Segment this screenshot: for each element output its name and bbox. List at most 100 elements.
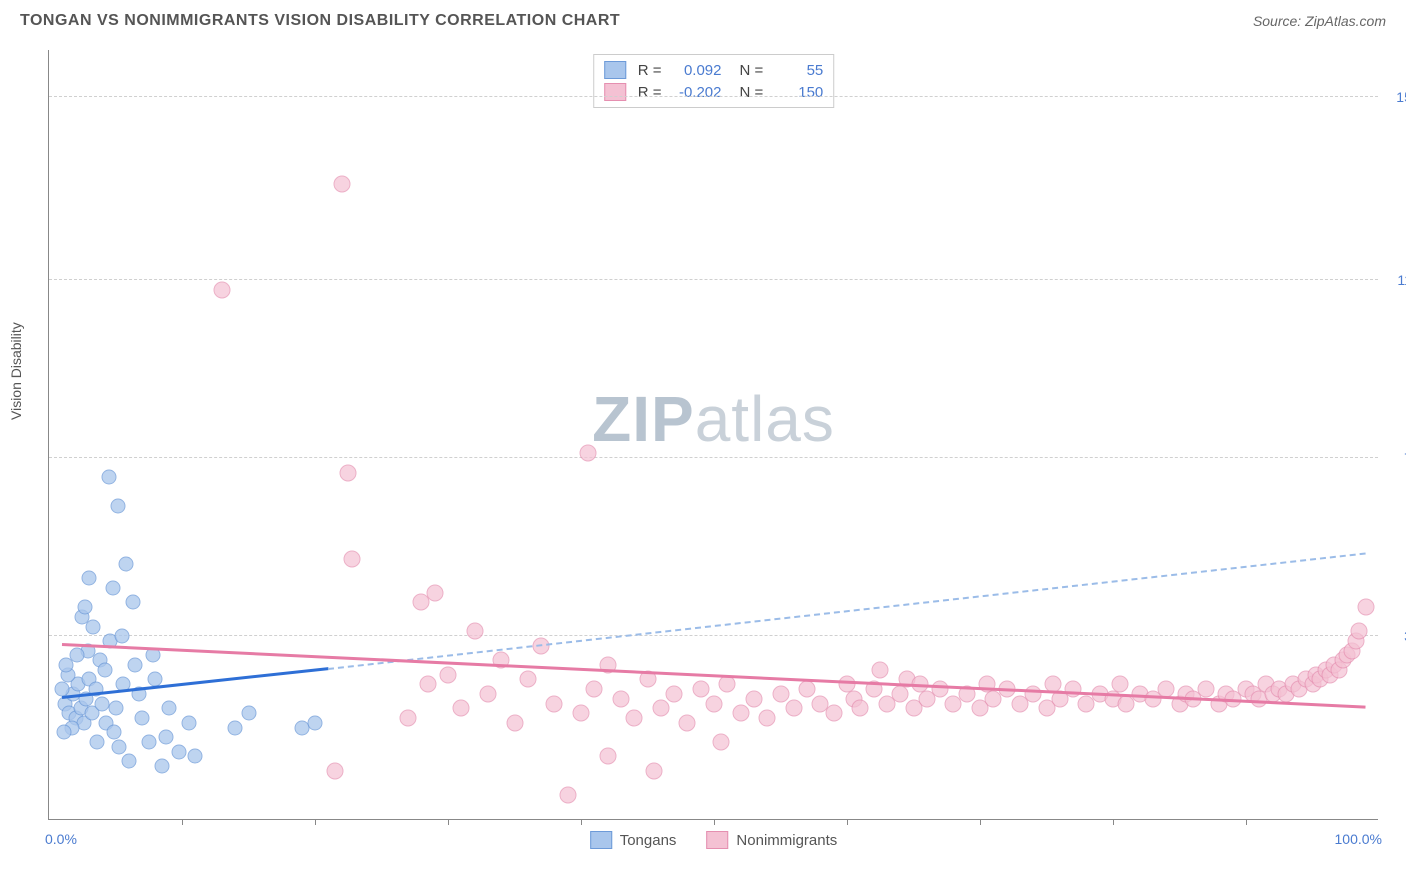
chart-header: TONGAN VS NONIMMIGRANTS VISION DISABILIT…: [0, 0, 1406, 38]
x-tick: [182, 819, 183, 825]
watermark: ZIPatlas: [592, 382, 835, 456]
data-point: [579, 445, 596, 462]
data-point: [440, 666, 457, 683]
data-point: [112, 739, 127, 754]
data-point: [172, 744, 187, 759]
data-point: [799, 681, 816, 698]
data-point: [228, 720, 243, 735]
data-point: [155, 759, 170, 774]
data-point: [161, 701, 176, 716]
data-point: [128, 658, 143, 673]
data-point: [108, 701, 123, 716]
legend-swatch: [604, 83, 626, 101]
data-point: [785, 700, 802, 717]
data-point: [85, 619, 100, 634]
data-point: [825, 705, 842, 722]
data-point: [519, 671, 536, 688]
r-label: R =: [638, 84, 662, 101]
data-point: [1065, 681, 1082, 698]
n-label: N =: [740, 62, 764, 79]
y-tick-label: 11.2%: [1397, 272, 1406, 288]
data-point: [466, 623, 483, 640]
data-point: [1351, 623, 1368, 640]
data-point: [1198, 681, 1215, 698]
data-point: [400, 709, 417, 726]
x-tick: [581, 819, 582, 825]
data-point: [712, 734, 729, 751]
data-point: [188, 749, 203, 764]
x-tick: [448, 819, 449, 825]
data-point: [586, 681, 603, 698]
r-label: R =: [638, 62, 662, 79]
r-value: -0.202: [670, 84, 722, 101]
n-value: 55: [771, 62, 823, 79]
data-point: [652, 700, 669, 717]
data-point: [141, 735, 156, 750]
x-tick: [980, 819, 981, 825]
data-point: [546, 695, 563, 712]
data-point: [241, 706, 256, 721]
gridline: [49, 635, 1378, 636]
data-point: [56, 725, 71, 740]
gridline: [49, 96, 1378, 97]
data-point: [666, 685, 683, 702]
trend-line: [328, 552, 1366, 669]
data-point: [101, 470, 116, 485]
data-point: [125, 595, 140, 610]
x-tick: [847, 819, 848, 825]
data-point: [679, 714, 696, 731]
n-label: N =: [740, 84, 764, 101]
data-point: [89, 735, 104, 750]
x-axis-max-label: 100.0%: [1335, 831, 1382, 847]
data-point: [119, 556, 134, 571]
data-point: [213, 281, 230, 298]
data-point: [135, 710, 150, 725]
data-point: [121, 754, 136, 769]
data-point: [340, 464, 357, 481]
legend-swatch: [590, 831, 612, 849]
data-point: [573, 705, 590, 722]
data-point: [97, 662, 112, 677]
legend-swatch: [604, 61, 626, 79]
data-point: [745, 690, 762, 707]
data-point: [1111, 676, 1128, 693]
x-tick: [1246, 819, 1247, 825]
data-point: [932, 681, 949, 698]
correlation-legend: R =0.092N =55R =-0.202N =150: [593, 54, 835, 108]
data-point: [626, 709, 643, 726]
y-tick-label: 15.0%: [1396, 89, 1406, 105]
x-tick: [315, 819, 316, 825]
x-axis-min-label: 0.0%: [45, 831, 77, 847]
data-point: [732, 705, 749, 722]
data-point: [852, 700, 869, 717]
legend-swatch: [706, 831, 728, 849]
data-point: [506, 714, 523, 731]
legend-item: Tongans: [590, 831, 677, 849]
gridline: [49, 279, 1378, 280]
data-point: [479, 685, 496, 702]
legend-label: Tongans: [620, 832, 677, 849]
series-legend: Tongans Nonimmigrants: [590, 831, 838, 849]
data-point: [107, 725, 122, 740]
data-point: [453, 700, 470, 717]
data-point: [333, 175, 350, 192]
data-point: [706, 695, 723, 712]
data-point: [159, 730, 174, 745]
data-point: [559, 786, 576, 803]
data-point: [759, 709, 776, 726]
data-point: [111, 499, 126, 514]
legend-row: R =-0.202N =150: [604, 81, 824, 103]
x-tick: [1113, 819, 1114, 825]
data-point: [344, 551, 361, 568]
data-point: [599, 748, 616, 765]
chart-plot-area: ZIPatlas R =0.092N =55R =-0.202N =150 To…: [48, 50, 1378, 820]
r-value: 0.092: [670, 62, 722, 79]
y-axis-label: Vision Disability: [8, 322, 24, 420]
data-point: [308, 715, 323, 730]
data-point: [426, 584, 443, 601]
legend-label: Nonimmigrants: [736, 832, 837, 849]
data-point: [1357, 599, 1374, 616]
data-point: [77, 600, 92, 615]
chart-title: TONGAN VS NONIMMIGRANTS VISION DISABILIT…: [20, 12, 620, 30]
data-point: [115, 629, 130, 644]
